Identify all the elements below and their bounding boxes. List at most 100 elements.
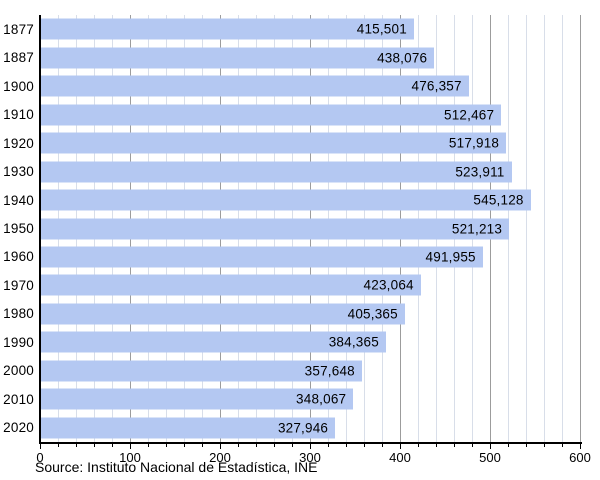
axis-tick [219, 444, 221, 449]
year-label: 1990 [3, 334, 34, 350]
axis-tick [129, 444, 131, 449]
axis-tick [147, 444, 149, 447]
year-label: 1960 [3, 249, 34, 265]
bar-rows: 415,501 438,076 476,357 512,467 517,918 523,9… [40, 15, 580, 442]
bar: 405,365 [40, 303, 405, 325]
axis-tick [345, 444, 347, 447]
axis-tick [489, 444, 491, 449]
bar-row: 357,648 [40, 357, 580, 385]
bar: 327,946 [40, 417, 336, 439]
axis-tick [381, 444, 383, 447]
y-axis-line [39, 15, 41, 444]
bar: 438,076 [40, 47, 435, 69]
minor-gridline [561, 15, 563, 442]
bar-value-label: 327,946 [277, 420, 329, 436]
bar-row: 438,076 [40, 43, 580, 71]
minor-gridline [525, 15, 527, 442]
year-label: 1940 [3, 192, 34, 208]
minor-gridline [543, 15, 545, 442]
bar: 357,648 [40, 360, 362, 382]
year-label: 2020 [3, 420, 34, 436]
year-label: 1910 [3, 107, 34, 123]
major-gridline [579, 15, 581, 442]
axis-tick [273, 444, 275, 447]
year-label: 1920 [3, 135, 34, 151]
year-label: 1900 [3, 78, 34, 94]
axis-tick [237, 444, 239, 447]
bar-value-label: 476,357 [411, 78, 462, 94]
axis-tick [435, 444, 437, 447]
bar: 415,501 [40, 18, 414, 40]
bar-value-label: 545,128 [473, 192, 524, 208]
year-label: 1950 [3, 221, 34, 237]
bar-value-label: 384,365 [328, 334, 379, 350]
bar: 521,213 [40, 218, 510, 240]
axis-tick [363, 444, 365, 447]
bar-value-label: 405,365 [347, 306, 398, 322]
bar-row: 384,365 [40, 328, 580, 356]
axis-tick-label: 100 [119, 450, 141, 465]
axis-tick-label: 200 [209, 450, 231, 465]
year-label: 1877 [3, 21, 34, 37]
bar-value-label: 517,918 [448, 135, 500, 151]
axis-tick [165, 444, 167, 447]
year-label: 1980 [3, 306, 34, 322]
bar-row: 415,501 [40, 15, 580, 43]
axis-tick [201, 444, 203, 447]
axis-tick [507, 444, 509, 447]
axis-tick [525, 444, 527, 447]
bar: 491,955 [40, 246, 483, 268]
axis-tick [39, 444, 41, 449]
bar-row: 476,357 [40, 72, 580, 100]
axis-tick-label: 600 [569, 450, 591, 465]
bar-value-label: 357,648 [304, 363, 355, 379]
axis-tick [579, 444, 581, 449]
axis-tick-label: 500 [479, 450, 501, 465]
axis-tick [561, 444, 563, 447]
axis-tick [471, 444, 473, 447]
bar-value-label: 348,067 [296, 391, 347, 407]
bar-value-label: 491,955 [425, 249, 476, 265]
bar-row: 348,067 [40, 385, 580, 413]
source-caption: Source: Instituto Nacional de Estadístic… [35, 459, 318, 475]
bar-value-label: 521,213 [451, 221, 503, 237]
axis-tick-label: 0 [36, 450, 44, 465]
bar-row: 423,064 [40, 271, 580, 299]
x-axis: 0 100 200 300 400 500 600 [36, 444, 591, 474]
axis-tick [57, 444, 59, 447]
plot-area: 415,501 438,076 476,357 512,467 517,918 523,9… [40, 15, 581, 442]
axis-tick [75, 444, 77, 447]
axis-tick [453, 444, 455, 447]
axis-tick [327, 444, 329, 447]
bar: 348,067 [40, 388, 354, 410]
bar-row: 521,213 [40, 214, 580, 242]
bar: 423,064 [40, 274, 421, 296]
x-axis-line [39, 442, 582, 444]
bar-row: 512,467 [40, 100, 580, 128]
bar: 545,128 [40, 189, 531, 211]
bar-row: 523,911 [40, 157, 580, 185]
bar-value-label: 423,064 [363, 277, 414, 293]
axis-tick [255, 444, 257, 447]
axis-tick [93, 444, 95, 447]
axis-tick-label: 400 [389, 450, 411, 465]
bar: 476,357 [40, 75, 469, 97]
bar-value-label: 512,467 [444, 107, 495, 123]
year-label: 1930 [3, 164, 34, 180]
year-label: 2010 [3, 391, 34, 407]
axis-tick [399, 444, 401, 449]
year-label: 1970 [3, 277, 34, 293]
bar: 384,365 [40, 331, 386, 353]
y-axis-labels: 1877 1887 1900 1910 1920 1930 1940 1950 1960 1970… [0, 15, 34, 442]
year-label: 2000 [3, 363, 34, 379]
axis-tick [183, 444, 185, 447]
year-label: 1887 [3, 50, 34, 66]
axis-tick [309, 444, 311, 449]
bar-value-label: 415,501 [356, 21, 407, 37]
bar-value-label: 523,911 [455, 164, 505, 180]
axis-tick [417, 444, 419, 447]
bar-row: 327,946 [40, 414, 580, 442]
bar-row: 545,128 [40, 186, 580, 214]
bar-value-label: 438,076 [377, 50, 428, 66]
